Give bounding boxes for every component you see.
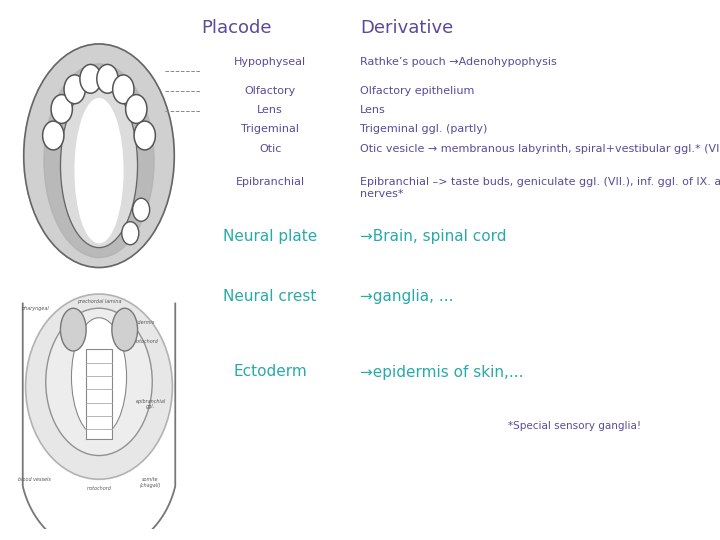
Text: →epidermis of skin,...: →epidermis of skin,... (360, 364, 523, 380)
Text: notochord: notochord (86, 487, 112, 491)
Text: somite
(chagall): somite (chagall) (140, 477, 161, 488)
Text: Rathke’s pouch →Adenohypophysis: Rathke’s pouch →Adenohypophysis (360, 57, 557, 67)
Text: notochord: notochord (135, 339, 159, 344)
Circle shape (64, 75, 86, 104)
Text: Placode: Placode (202, 19, 272, 37)
Text: →Brain, spinal cord: →Brain, spinal cord (360, 230, 507, 245)
Text: Neural plate: Neural plate (223, 230, 318, 245)
Text: blood vessels: blood vessels (18, 477, 51, 482)
Ellipse shape (71, 318, 127, 436)
Ellipse shape (60, 84, 138, 248)
Ellipse shape (24, 44, 174, 267)
Text: Neural crest: Neural crest (223, 289, 317, 304)
Circle shape (112, 75, 134, 104)
Text: epidermis: epidermis (131, 320, 156, 325)
Text: Otic: Otic (259, 144, 282, 154)
Polygon shape (86, 349, 112, 439)
Text: Hypophyseal: Hypophyseal (234, 57, 306, 67)
Circle shape (134, 121, 156, 150)
Text: Olfactory epithelium: Olfactory epithelium (360, 86, 474, 97)
Text: Ectoderm: Ectoderm (233, 364, 307, 380)
Text: Otic vesicle → membranous labyrinth, spiral+vestibular ggl.* (VIII.): Otic vesicle → membranous labyrinth, spi… (360, 144, 720, 154)
Circle shape (42, 121, 64, 150)
Circle shape (125, 94, 147, 124)
Ellipse shape (46, 308, 152, 456)
Text: Lens: Lens (257, 105, 283, 116)
Text: epibranchial
ggl.: epibranchial ggl. (135, 399, 166, 409)
Circle shape (96, 64, 118, 93)
Text: Lens: Lens (360, 105, 386, 116)
Text: Epibranchial: Epibranchial (235, 177, 305, 187)
Text: Trigeminal: Trigeminal (241, 124, 300, 134)
Circle shape (132, 198, 150, 221)
Text: Derivative: Derivative (360, 19, 454, 37)
Circle shape (122, 222, 139, 245)
Circle shape (51, 94, 73, 124)
Text: Olfactory: Olfactory (245, 86, 296, 97)
Text: Epibranchial –> taste buds, geniculate ggl. (VII.), inf. ggl. of IX. and X.
nerv: Epibranchial –> taste buds, geniculate g… (360, 177, 720, 199)
Text: pharyngeal: pharyngeal (21, 306, 49, 311)
Ellipse shape (44, 64, 154, 258)
Ellipse shape (112, 308, 138, 351)
Text: *Special sensory ganglia!: *Special sensory ganglia! (508, 421, 642, 431)
Ellipse shape (60, 308, 86, 351)
Text: Trigeminal ggl. (partly): Trigeminal ggl. (partly) (360, 124, 487, 134)
Ellipse shape (26, 294, 173, 480)
Text: →ganglia, ...: →ganglia, ... (360, 289, 454, 304)
Circle shape (80, 64, 102, 93)
Text: prechordal lamina: prechordal lamina (77, 299, 121, 303)
Ellipse shape (75, 99, 123, 242)
